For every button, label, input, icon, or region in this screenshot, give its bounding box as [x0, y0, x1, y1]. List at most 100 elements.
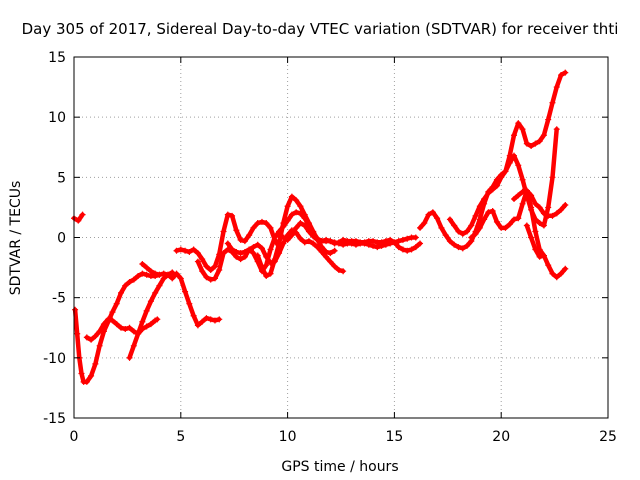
data-point	[442, 232, 449, 239]
data-point	[139, 318, 146, 325]
data-point	[493, 182, 500, 189]
data-point	[229, 246, 236, 253]
data-point	[258, 245, 265, 252]
data-point	[288, 211, 295, 218]
data-point	[472, 212, 479, 219]
data-point	[211, 263, 218, 270]
data-point	[545, 116, 552, 123]
data-point	[143, 264, 150, 271]
data-point	[96, 342, 103, 349]
data-point	[464, 228, 471, 235]
data-point	[92, 333, 99, 340]
data-point	[267, 246, 274, 253]
data-point	[79, 211, 86, 218]
data-point	[502, 168, 509, 175]
data-point	[395, 244, 402, 251]
data-point	[113, 300, 120, 307]
data-point	[96, 328, 103, 335]
data-point	[203, 315, 210, 322]
data-point	[229, 212, 236, 219]
data-point	[545, 262, 552, 269]
data-point	[169, 275, 176, 282]
y-tick-label: 15	[48, 50, 66, 66]
data-point	[258, 264, 265, 271]
series-layer	[71, 69, 569, 385]
data-point	[549, 99, 556, 106]
data-point	[254, 252, 261, 259]
data-point	[203, 274, 210, 281]
data-point	[130, 342, 137, 349]
data-point	[391, 239, 398, 246]
tick-labels: 0 5 10 15 20 25 -15 -10 -5 0 5 10 15	[43, 50, 617, 445]
data-point	[190, 246, 197, 253]
data-point	[387, 240, 394, 247]
data-point	[489, 208, 496, 215]
data-point	[109, 309, 116, 316]
data-point	[271, 234, 278, 241]
grid	[74, 57, 608, 418]
data-point	[280, 220, 287, 227]
data-point	[72, 306, 79, 313]
data-point	[314, 236, 321, 243]
data-point	[122, 325, 129, 332]
data-point	[511, 132, 518, 139]
data-point	[506, 221, 513, 228]
data-point	[164, 271, 171, 278]
data-point	[88, 336, 95, 343]
data-point	[83, 334, 90, 341]
data-point	[528, 204, 535, 211]
data-point	[220, 228, 227, 235]
x-tick-label: 10	[279, 429, 297, 445]
y-tick-label: -10	[43, 351, 66, 367]
data-point	[429, 209, 436, 216]
data-point	[545, 204, 552, 211]
data-point	[297, 220, 304, 227]
data-point	[169, 269, 176, 276]
data-point	[370, 242, 377, 249]
y-axis-label: SDTVAR / TECUs	[8, 181, 24, 296]
data-point	[558, 72, 565, 79]
series-track-4	[127, 270, 175, 361]
data-point	[540, 210, 547, 217]
data-point	[263, 273, 270, 280]
data-point	[532, 140, 539, 147]
data-point	[318, 244, 325, 251]
data-point	[446, 238, 453, 245]
data-point	[297, 203, 304, 210]
data-point	[528, 234, 535, 241]
data-point	[395, 238, 402, 245]
data-point	[553, 126, 560, 133]
data-point	[293, 224, 300, 231]
data-point	[511, 216, 518, 223]
data-point	[331, 247, 338, 254]
series-track-12	[447, 70, 568, 237]
data-point	[267, 270, 274, 277]
data-point	[83, 378, 90, 385]
data-point	[288, 232, 295, 239]
data-point	[194, 258, 201, 265]
data-point	[78, 370, 85, 377]
data-point	[481, 195, 488, 202]
data-point	[199, 268, 206, 275]
data-point	[536, 204, 543, 211]
data-point	[378, 242, 385, 249]
data-point	[536, 220, 543, 227]
data-point	[211, 317, 218, 324]
data-point	[506, 152, 513, 159]
data-point	[263, 220, 270, 227]
data-point	[152, 270, 159, 277]
data-point	[323, 248, 330, 255]
data-point	[532, 228, 539, 235]
data-point	[100, 321, 107, 328]
y-tick-label: 0	[57, 231, 66, 247]
data-point	[451, 241, 458, 248]
data-point	[117, 289, 124, 296]
data-point	[284, 236, 291, 243]
data-point	[404, 235, 411, 242]
data-point	[246, 232, 253, 239]
data-point	[305, 228, 312, 235]
x-tick-label: 20	[492, 429, 510, 445]
data-point	[297, 235, 304, 242]
data-point	[276, 240, 283, 247]
data-point	[472, 230, 479, 237]
